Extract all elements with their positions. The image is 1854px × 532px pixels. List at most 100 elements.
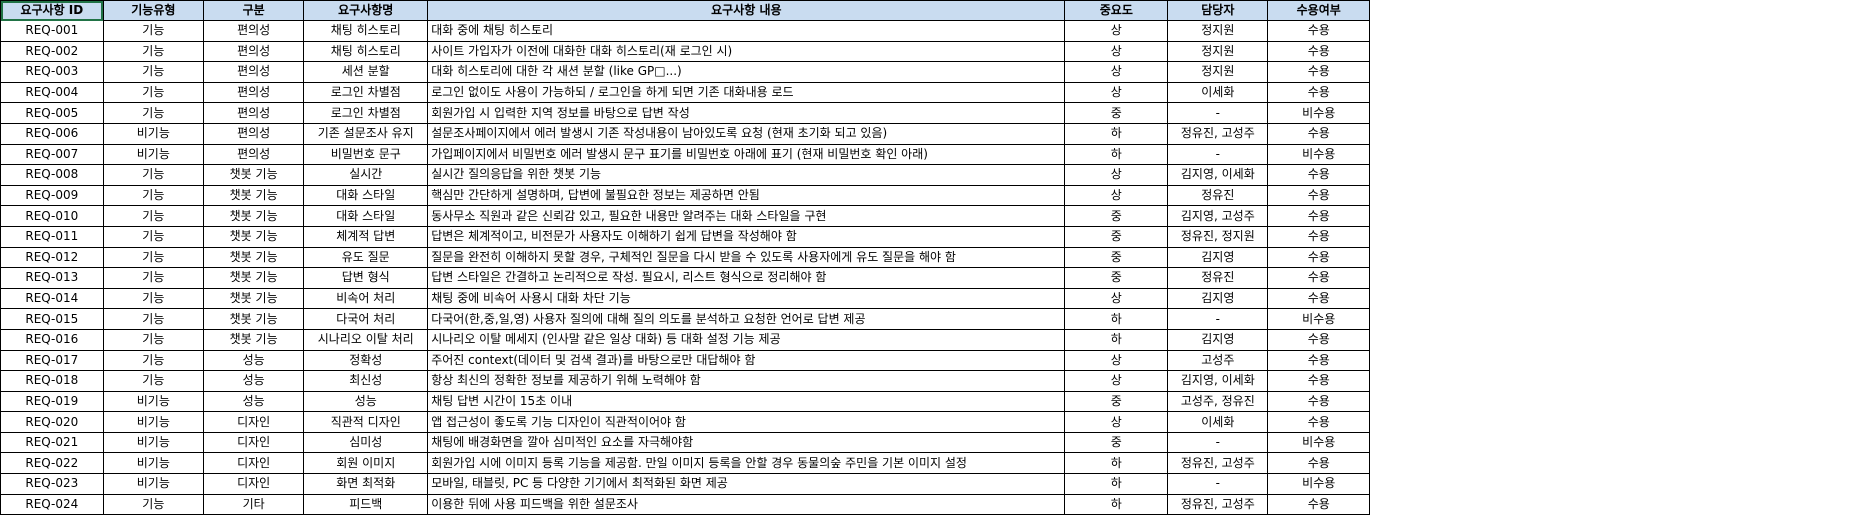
func-type-cell[interactable]: 기능 <box>102 184 204 207</box>
req-name-cell[interactable]: 채팅 히스토리 <box>303 40 429 63</box>
priority-cell[interactable]: 상 <box>1064 61 1169 83</box>
req-id-cell[interactable]: REQ-001 <box>0 20 104 42</box>
req-id-cell[interactable]: REQ-002 <box>0 40 104 63</box>
category-cell[interactable]: 챗봇 기능 <box>202 205 305 227</box>
acceptance-cell[interactable]: 수용 <box>1267 411 1370 433</box>
owner-cell[interactable]: 고성주 <box>1167 349 1269 372</box>
owner-cell[interactable]: 김지영 <box>1167 328 1269 351</box>
category-cell[interactable]: 편의성 <box>202 122 305 145</box>
acceptance-cell[interactable]: 비수용 <box>1267 431 1370 454</box>
req-id-cell[interactable]: REQ-021 <box>0 431 104 454</box>
acceptance-cell[interactable]: 수용 <box>1267 225 1370 248</box>
req-content-cell[interactable]: 대화 중에 채팅 히스토리 <box>427 20 1066 42</box>
func-type-cell[interactable]: 기능 <box>102 328 204 351</box>
req-name-cell[interactable]: 회원 이미지 <box>303 452 429 475</box>
owner-cell[interactable]: 김지영, 고성주 <box>1167 205 1269 227</box>
req-name-cell[interactable]: 채팅 히스토리 <box>303 20 429 42</box>
category-cell[interactable]: 성능 <box>202 370 305 392</box>
req-name-cell[interactable]: 정확성 <box>303 349 429 372</box>
req-id-cell[interactable]: REQ-003 <box>0 61 104 83</box>
req-id-cell[interactable]: REQ-016 <box>0 328 104 351</box>
req-content-cell[interactable]: 답변은 체계적이고, 비전문가 사용자도 이해하기 쉽게 답변을 작성해야 함 <box>427 225 1066 248</box>
req-id-cell[interactable]: REQ-014 <box>0 287 104 310</box>
req-name-cell[interactable]: 유도 질문 <box>303 246 429 269</box>
header-cell-req-name[interactable]: 요구사항명 <box>303 0 429 21</box>
category-cell[interactable]: 챗봇 기능 <box>202 225 305 248</box>
owner-cell[interactable]: 김지영, 이세화 <box>1167 164 1269 186</box>
priority-cell[interactable]: 상 <box>1064 20 1169 42</box>
acceptance-cell[interactable]: 수용 <box>1267 452 1370 475</box>
acceptance-cell[interactable]: 수용 <box>1267 267 1370 289</box>
func-type-cell[interactable]: 기능 <box>102 493 204 516</box>
priority-cell[interactable]: 하 <box>1064 328 1169 351</box>
owner-cell[interactable]: 이세화 <box>1167 411 1269 433</box>
owner-cell[interactable]: 정지원 <box>1167 61 1269 83</box>
priority-cell[interactable]: 하 <box>1064 493 1169 516</box>
req-content-cell[interactable]: 설문조사페이지에서 에러 발생시 기존 작성내용이 남아있도록 요청 (현재 초… <box>427 122 1066 145</box>
func-type-cell[interactable]: 기능 <box>102 267 204 289</box>
priority-cell[interactable]: 하 <box>1064 143 1169 166</box>
category-cell[interactable]: 편의성 <box>202 102 305 124</box>
req-content-cell[interactable]: 가입페이지에서 비밀번호 에러 발생시 문구 표기를 비밀번호 아래에 표기 (… <box>427 143 1066 166</box>
req-name-cell[interactable]: 체계적 답변 <box>303 225 429 248</box>
acceptance-cell[interactable]: 수용 <box>1267 40 1370 63</box>
req-id-cell[interactable]: REQ-011 <box>0 225 104 248</box>
category-cell[interactable]: 챗봇 기능 <box>202 164 305 186</box>
req-content-cell[interactable]: 동사무소 직원과 같은 신뢰감 있고, 필요한 내용만 알려주는 대화 스타일을… <box>427 205 1066 227</box>
req-content-cell[interactable]: 채팅 중에 비속어 사용시 대화 차단 기능 <box>427 287 1066 310</box>
acceptance-cell[interactable]: 수용 <box>1267 205 1370 227</box>
priority-cell[interactable]: 하 <box>1064 308 1169 330</box>
category-cell[interactable]: 편의성 <box>202 81 305 104</box>
req-content-cell[interactable]: 핵심만 간단하게 설명하며, 답변에 불필요한 정보는 제공하면 안됨 <box>427 184 1066 207</box>
func-type-cell[interactable]: 기능 <box>102 164 204 186</box>
category-cell[interactable]: 챗봇 기능 <box>202 287 305 310</box>
req-name-cell[interactable]: 비밀번호 문구 <box>303 143 429 166</box>
req-content-cell[interactable]: 로그인 없이도 사용이 가능하되 / 로그인을 하게 되면 기존 대화내용 로드 <box>427 81 1066 104</box>
req-name-cell[interactable]: 직관적 디자인 <box>303 411 429 433</box>
owner-cell[interactable]: 정유진, 정지원 <box>1167 225 1269 248</box>
category-cell[interactable]: 챗봇 기능 <box>202 246 305 269</box>
acceptance-cell[interactable]: 수용 <box>1267 328 1370 351</box>
category-cell[interactable]: 디자인 <box>202 431 305 454</box>
category-cell[interactable]: 디자인 <box>202 473 305 495</box>
req-id-cell[interactable]: REQ-010 <box>0 205 104 227</box>
req-name-cell[interactable]: 다국어 처리 <box>303 308 429 330</box>
req-name-cell[interactable]: 성능 <box>303 390 429 413</box>
req-content-cell[interactable]: 시나리오 이탈 메세지 (인사말 같은 일상 대화) 등 대화 설정 기능 제공 <box>427 328 1066 351</box>
priority-cell[interactable]: 상 <box>1064 40 1169 63</box>
acceptance-cell[interactable]: 수용 <box>1267 61 1370 83</box>
owner-cell[interactable]: 정유진, 고성주 <box>1167 493 1269 516</box>
req-name-cell[interactable]: 기존 설문조사 유지 <box>303 122 429 145</box>
req-content-cell[interactable]: 회원가입 시에 이미지 등록 기능을 제공함. 만일 이미지 등록을 안할 경우… <box>427 452 1066 475</box>
category-cell[interactable]: 챗봇 기능 <box>202 267 305 289</box>
owner-cell[interactable]: 김지영, 이세화 <box>1167 370 1269 392</box>
req-name-cell[interactable]: 비속어 처리 <box>303 287 429 310</box>
acceptance-cell[interactable]: 수용 <box>1267 20 1370 42</box>
priority-cell[interactable]: 상 <box>1064 287 1169 310</box>
req-name-cell[interactable]: 시나리오 이탈 처리 <box>303 328 429 351</box>
func-type-cell[interactable]: 비기능 <box>102 431 204 454</box>
req-name-cell[interactable]: 실시간 <box>303 164 429 186</box>
req-id-cell[interactable]: REQ-006 <box>0 122 104 145</box>
req-id-cell[interactable]: REQ-023 <box>0 473 104 495</box>
owner-cell[interactable]: - <box>1167 431 1269 454</box>
priority-cell[interactable]: 하 <box>1064 452 1169 475</box>
req-name-cell[interactable]: 화면 최적화 <box>303 473 429 495</box>
req-id-cell[interactable]: REQ-018 <box>0 370 104 392</box>
req-content-cell[interactable]: 채팅 답변 시간이 15초 이내 <box>427 390 1066 413</box>
req-content-cell[interactable]: 답변 스타일은 간결하고 논리적으로 작성. 필요시, 리스트 형식으로 정리해… <box>427 267 1066 289</box>
func-type-cell[interactable]: 기능 <box>102 40 204 63</box>
priority-cell[interactable]: 중 <box>1064 205 1169 227</box>
acceptance-cell[interactable]: 수용 <box>1267 246 1370 269</box>
header-cell-priority[interactable]: 중요도 <box>1064 0 1169 21</box>
func-type-cell[interactable]: 비기능 <box>102 411 204 433</box>
req-name-cell[interactable]: 최신성 <box>303 370 429 392</box>
owner-cell[interactable]: - <box>1167 308 1269 330</box>
req-content-cell[interactable]: 사이트 가입자가 이전에 대화한 대화 히스토리(재 로그인 시) <box>427 40 1066 63</box>
req-id-cell[interactable]: REQ-024 <box>0 493 104 516</box>
owner-cell[interactable]: 이세화 <box>1167 81 1269 104</box>
func-type-cell[interactable]: 비기능 <box>102 473 204 495</box>
owner-cell[interactable]: 정유진 <box>1167 267 1269 289</box>
req-name-cell[interactable]: 답변 형식 <box>303 267 429 289</box>
func-type-cell[interactable]: 기능 <box>102 349 204 372</box>
